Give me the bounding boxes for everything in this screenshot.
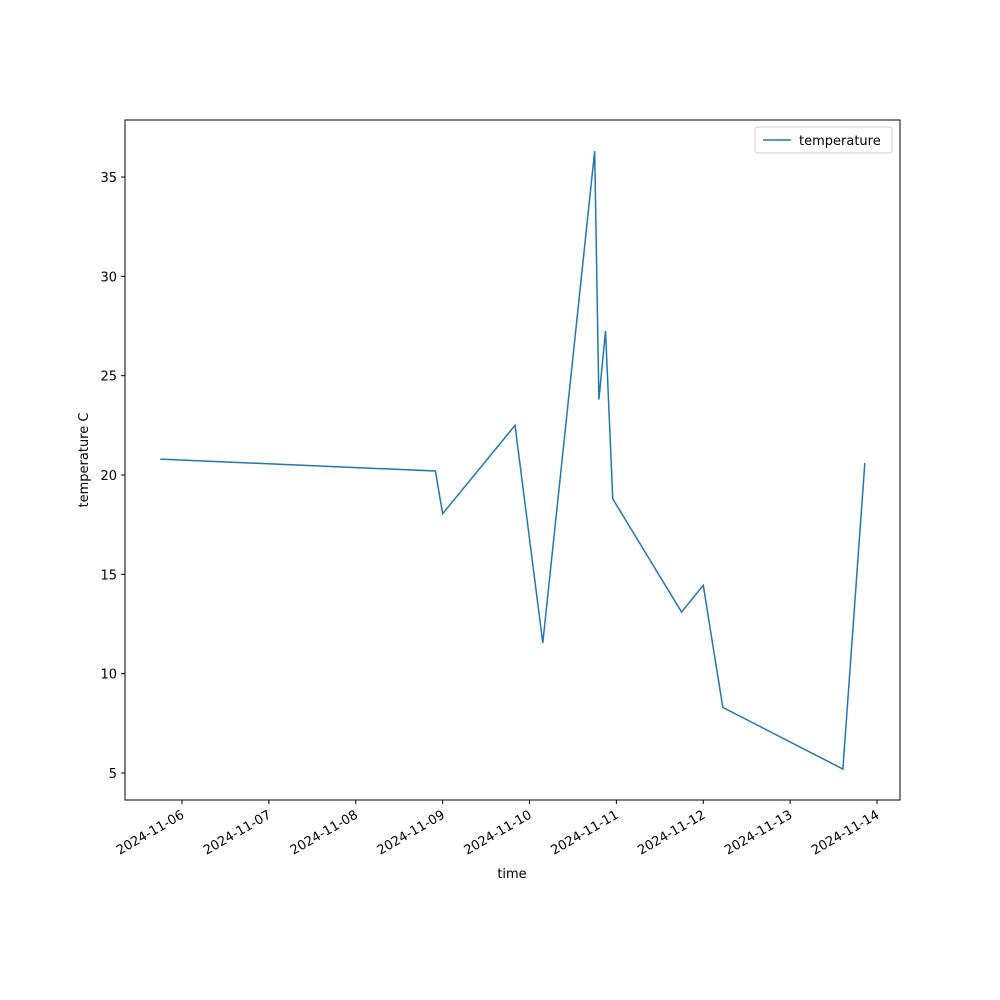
x-tick-label: 2024-11-09	[375, 808, 448, 859]
y-tick-label: 35	[100, 171, 117, 186]
y-axis-label: temperature C	[77, 413, 92, 508]
y-tick-label: 10	[100, 668, 117, 683]
x-tick-label: 2024-11-08	[288, 808, 361, 859]
legend-box	[754, 126, 893, 154]
x-tick-label: 2024-11-10	[462, 808, 535, 859]
x-tick-label: 2024-11-06	[114, 808, 187, 859]
x-axis-label: time	[497, 867, 526, 882]
x-tick-label: 2024-11-11	[548, 808, 621, 859]
y-tick-label: 20	[100, 469, 117, 484]
y-tick-label: 25	[100, 370, 117, 385]
y-tick-label: 15	[100, 568, 117, 583]
x-tick-label: 2024-11-12	[635, 808, 708, 859]
x-tick-label: 2024-11-07	[201, 808, 274, 859]
x-tick-label: 2024-11-14	[809, 808, 882, 859]
y-tick-label: 30	[100, 270, 117, 285]
y-tick-label: 5	[109, 767, 117, 782]
x-tick-label: 2024-11-13	[722, 808, 795, 859]
line	[160, 151, 866, 771]
legend-label: temperature	[799, 134, 881, 149]
axes-frame	[124, 119, 901, 801]
